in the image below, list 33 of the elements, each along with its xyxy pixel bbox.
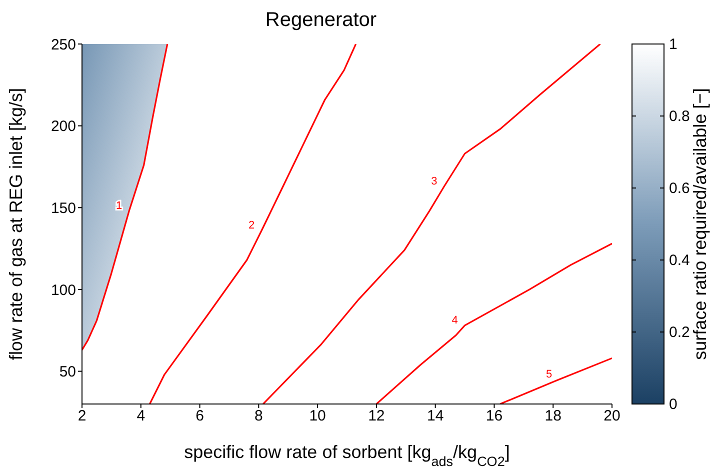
y-tick-label: 150 [50, 200, 76, 217]
color-bar-label: 0 [669, 396, 678, 413]
series-label: 3 [431, 175, 438, 188]
color-bar-label: 0.6 [669, 180, 690, 197]
x-axis-title: specific flow rate of sorbent [kg$_{ads}$/kg$_{CO2}$] [184, 442, 510, 468]
series-label: 5 [546, 368, 552, 380]
y-tick-label: 50 [59, 364, 76, 381]
x-tick-label: 4 [136, 408, 146, 425]
line-series [376, 242, 612, 404]
line-series [148, 44, 357, 404]
color-bar-title: surface ratio required/available [−] [690, 88, 710, 360]
x-tick-label: 6 [196, 408, 204, 425]
color-bar-label: 0.8 [669, 108, 690, 125]
x-tick-label: 14 [426, 408, 444, 425]
line-series [262, 44, 602, 404]
chart-title: Regenerator [265, 9, 377, 31]
x-tick-label: 2 [78, 408, 86, 425]
y-tick-label: 200 [50, 118, 76, 136]
y-axis-title: flow rate of gas at REG inlet [kg/s] [6, 88, 26, 360]
x-tick-label: 20 [604, 408, 620, 425]
color-bar-label: 0.2 [669, 324, 690, 341]
x-tick-label: 8 [254, 408, 263, 425]
color-bar-label: 1 [669, 36, 678, 53]
x-tick-label: 18 [544, 408, 562, 425]
series-label: 4 [452, 314, 458, 326]
y-tick-label: 250 [50, 36, 76, 54]
x-tick-label: 12 [368, 408, 385, 425]
x-tick-label: 10 [309, 408, 326, 425]
series-label: 2 [248, 220, 255, 232]
x-tick-label: 16 [486, 408, 503, 425]
y-tick-label: 100 [50, 282, 76, 299]
color-bar-label: 0.4 [669, 252, 690, 269]
series-label: 1 [116, 200, 122, 212]
